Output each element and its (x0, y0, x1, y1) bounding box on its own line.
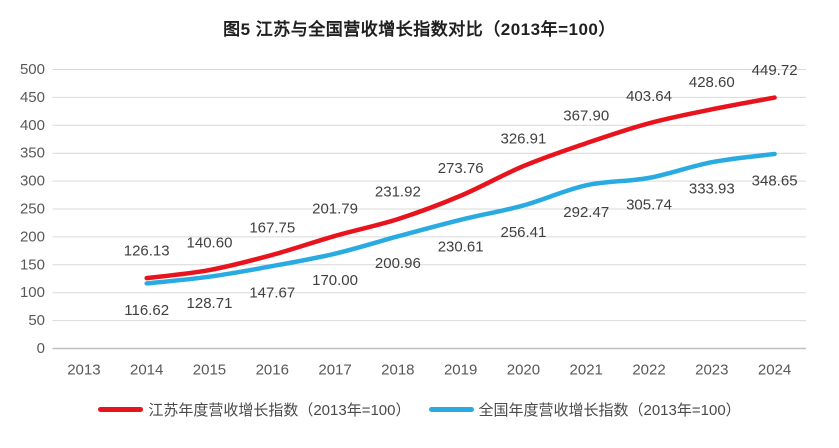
y-axis-tick-label: 250 (20, 201, 45, 218)
data-label-series-0: 140.60 (187, 235, 233, 252)
x-axis-tick-label: 2024 (758, 362, 791, 379)
chart-title: 图5 江苏与全国营收增长指数对比（2013年=100） (223, 20, 616, 39)
x-axis-tick-label: 2017 (318, 362, 351, 379)
y-axis-tick-label: 400 (20, 117, 45, 134)
national-line-swatch-icon (428, 407, 474, 412)
data-label-series-1: 116.62 (124, 302, 169, 319)
x-axis-tick-label: 2023 (695, 362, 728, 379)
data-label-series-0: 449.72 (752, 62, 798, 79)
y-axis-tick-label: 150 (20, 256, 45, 273)
x-axis-tick-label: 2022 (632, 362, 665, 379)
data-label-series-0: 403.64 (626, 88, 672, 105)
x-axis-tick-label: 2021 (570, 362, 603, 379)
y-axis-tick-label: 200 (20, 228, 45, 245)
data-label-series-1: 147.67 (249, 285, 295, 302)
data-label-series-1: 128.71 (187, 295, 233, 312)
y-axis-tick-label: 100 (20, 284, 45, 301)
y-axis-tick-label: 50 (28, 312, 45, 329)
y-axis-tick-label: 450 (20, 89, 45, 106)
data-label-series-0: 273.76 (438, 160, 484, 177)
x-axis-tick-label: 2013 (67, 362, 100, 379)
data-label-series-0: 167.75 (249, 219, 295, 236)
data-label-series-1: 256.41 (500, 224, 546, 241)
y-axis-tick-label: 350 (20, 145, 45, 162)
data-label-series-1: 170.00 (312, 272, 358, 289)
x-axis-tick-label: 2014 (130, 362, 163, 379)
legend-label-national: 全国年度营收增长指数（2013年=100） (478, 402, 741, 419)
data-label-series-1: 230.61 (438, 238, 484, 255)
data-label-series-0: 326.91 (500, 131, 546, 148)
y-axis-tick-label: 300 (20, 173, 45, 190)
legend-item-jiangsu: 江苏年度营收增长指数（2013年=100） (98, 399, 411, 420)
data-label-series-0: 428.60 (689, 74, 735, 91)
series-line-0 (144, 95, 777, 281)
data-label-series-1: 200.96 (375, 255, 421, 272)
legend-item-national: 全国年度营收增长指数（2013年=100） (428, 399, 741, 420)
data-label-series-0: 201.79 (312, 200, 358, 217)
series-line-1 (144, 151, 777, 286)
y-axis-tick-label: 500 (20, 61, 45, 78)
y-axis-tick-label: 0 (37, 340, 45, 357)
x-axis-tick-label: 2016 (256, 362, 289, 379)
jiangsu-line-swatch-icon (98, 407, 144, 412)
legend-label-jiangsu: 江苏年度营收增长指数（2013年=100） (148, 402, 411, 419)
data-label-series-0: 126.13 (124, 243, 170, 260)
data-label-series-1: 333.93 (689, 181, 735, 198)
data-label-series-1: 348.65 (752, 172, 798, 189)
data-label-series-1: 292.47 (563, 204, 609, 221)
x-axis-tick-label: 2019 (444, 362, 477, 379)
x-axis-tick-label: 2015 (193, 362, 226, 379)
data-label-series-0: 231.92 (375, 184, 421, 201)
data-label-series-1: 305.74 (626, 196, 672, 213)
x-axis-tick-label: 2020 (507, 362, 540, 379)
x-axis-tick-label: 2018 (381, 362, 414, 379)
legend: 江苏年度营收增长指数（2013年=100） 全国年度营收增长指数（2013年=1… (0, 399, 839, 420)
data-label-series-0: 367.90 (563, 108, 609, 125)
